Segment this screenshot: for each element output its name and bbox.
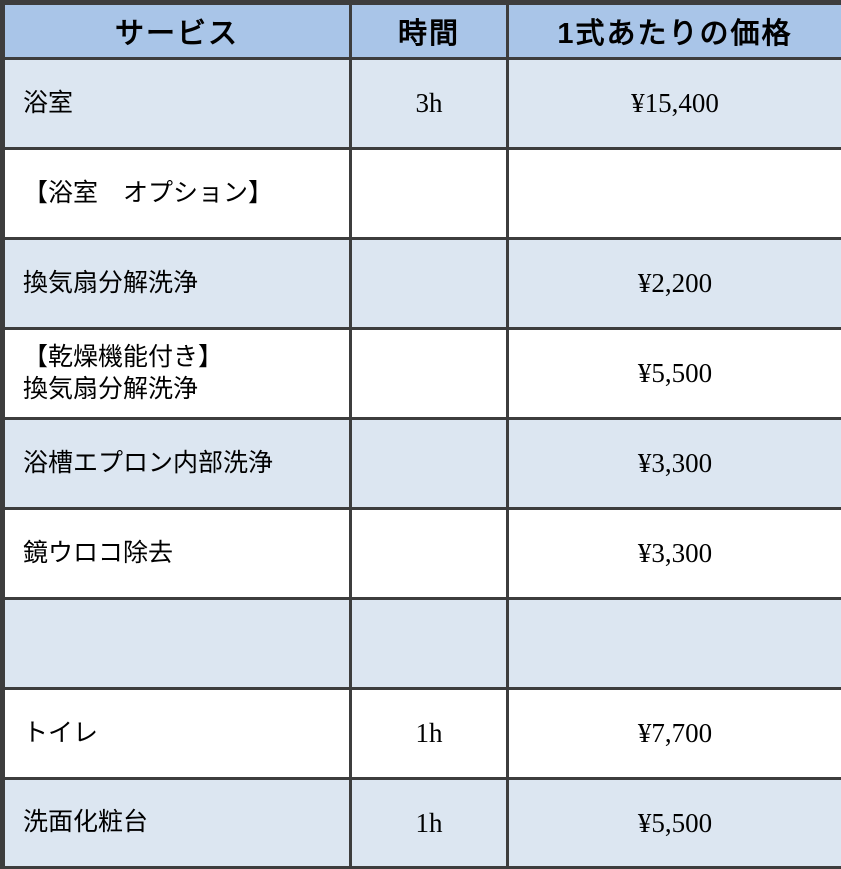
table-row: 浴槽エプロン内部洗浄 ¥3,300 [1,417,841,510]
table-row: 【乾燥機能付き】 換気扇分解洗浄 ¥5,500 [1,327,841,420]
service-cell: 【浴室 オプション】 [1,147,352,240]
table-row: 【浴室 オプション】 [1,147,841,240]
column-header-price: 1式あたりの価格 [506,1,841,60]
service-cell: 洗面化粧台 [1,777,352,869]
table-row: トイレ 1h ¥7,700 [1,687,841,780]
price-cell [506,147,841,240]
header-row: サービス 時間 1式あたりの価格 [1,1,841,60]
price-cell: ¥2,200 [506,237,841,330]
time-cell: 1h [349,777,509,869]
column-header-service: サービス [1,1,352,60]
service-cell: 【乾燥機能付き】 換気扇分解洗浄 [1,327,352,420]
price-cell: ¥5,500 [506,777,841,869]
price-cell: ¥3,300 [506,507,841,600]
time-cell: 3h [349,57,509,150]
service-cell: トイレ [1,687,352,780]
time-cell [349,147,509,240]
column-header-time: 時間 [349,1,509,60]
time-cell [349,597,509,690]
table-row: 換気扇分解洗浄 ¥2,200 [1,237,841,330]
time-cell [349,327,509,420]
time-cell: 1h [349,687,509,780]
table-body: 浴室 3h ¥15,400 【浴室 オプション】 換気扇分解洗浄 ¥2,200 … [1,57,841,869]
price-cell: ¥5,500 [506,327,841,420]
table-row [1,597,841,690]
service-cell: 浴室 [1,57,352,150]
time-cell [349,417,509,510]
price-cell: ¥15,400 [506,57,841,150]
price-cell: ¥7,700 [506,687,841,780]
table-header: サービス 時間 1式あたりの価格 [1,1,841,60]
time-cell [349,237,509,330]
price-cell [506,597,841,690]
time-cell [349,507,509,600]
service-cell [1,597,352,690]
service-cell: 鏡ウロコ除去 [1,507,352,600]
table-row: 洗面化粧台 1h ¥5,500 [1,777,841,869]
price-cell: ¥3,300 [506,417,841,510]
service-cell: 換気扇分解洗浄 [1,237,352,330]
table-row: 鏡ウロコ除去 ¥3,300 [1,507,841,600]
service-cell: 浴槽エプロン内部洗浄 [1,417,352,510]
table-row: 浴室 3h ¥15,400 [1,57,841,150]
